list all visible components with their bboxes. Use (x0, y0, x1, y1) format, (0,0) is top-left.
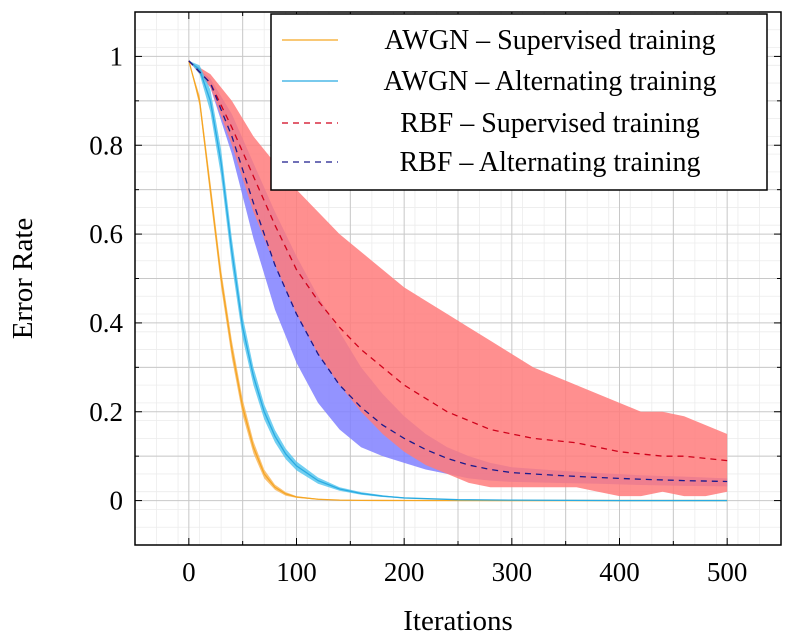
x-tick-label: 100 (276, 557, 317, 587)
legend-label-1: AWGN – Alternating training (384, 66, 717, 97)
confidence-bands (188, 60, 728, 501)
y-tick-labels: 0 0.2 0.4 0.6 0.8 1 (89, 41, 123, 515)
legend-label-2: RBF – Supervised training (400, 108, 699, 139)
y-tick-label: 0.4 (89, 308, 123, 338)
series-line-1 (188, 60, 728, 502)
x-tick-label: 0 (182, 557, 196, 587)
series-line-3 (188, 60, 728, 483)
legend-box (270, 13, 768, 191)
series-lines (188, 60, 728, 502)
x-axis-label: Iterations (403, 605, 513, 637)
band-2 (188, 60, 728, 497)
axis-ticks (134, 11, 782, 546)
x-tick-label: 400 (599, 557, 640, 587)
band-3 (188, 60, 728, 487)
y-axis-label: Error Rate (7, 218, 39, 340)
x-tick-label: 500 (707, 557, 748, 587)
legend: AWGN – Supervised training AWGN – Alterna… (270, 13, 768, 191)
x-tick-label: 300 (492, 557, 533, 587)
series-line-0 (188, 60, 728, 502)
y-tick-label: 0.8 (89, 130, 123, 160)
x-tick-labels: 0 100 200 300 400 500 (182, 557, 747, 587)
series-line-2 (188, 60, 728, 462)
y-tick-label: 0.6 (89, 219, 123, 249)
legend-label-3: RBF – Alternating training (400, 147, 701, 178)
legend-label-0: AWGN – Supervised training (384, 25, 715, 56)
y-tick-label: 1 (110, 41, 124, 71)
y-tick-label: 0 (110, 486, 124, 516)
x-tick-label: 200 (384, 557, 425, 587)
y-tick-label: 0.2 (89, 397, 123, 427)
